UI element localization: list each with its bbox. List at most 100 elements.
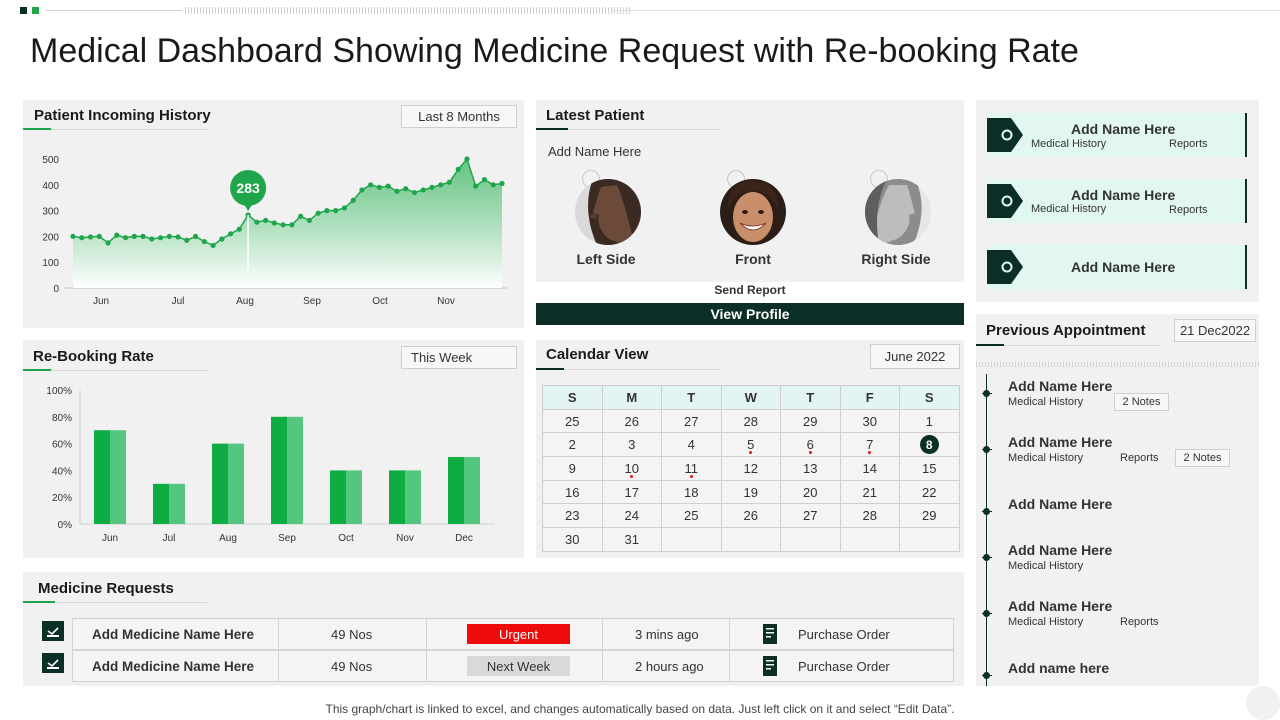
purchase-order-link[interactable]: Purchase Order xyxy=(798,626,890,642)
medical-history-link[interactable]: Medical History xyxy=(1008,396,1084,408)
calendar-day[interactable]: 7 xyxy=(839,432,900,458)
calendar-day[interactable]: 20 xyxy=(780,479,841,505)
send-report-link[interactable]: Send Report xyxy=(714,283,786,297)
patient-card[interactable]: Add Name Here Medical History Reports xyxy=(987,179,1247,223)
data-point xyxy=(280,222,286,228)
right-side-photo[interactable] xyxy=(865,179,931,245)
calendar-day[interactable]: 8 xyxy=(899,432,960,458)
calendar-day[interactable]: 30 xyxy=(542,527,603,552)
calendar-day[interactable]: 21 xyxy=(839,479,900,505)
calendar-day[interactable]: 31 xyxy=(601,527,662,552)
calendar-day[interactable]: 4 xyxy=(661,432,722,458)
calendar-day[interactable]: 29 xyxy=(899,503,960,529)
calendar-day[interactable]: 18 xyxy=(661,479,722,505)
calendar-day[interactable]: 3 xyxy=(601,432,662,458)
calendar-day[interactable]: 22 xyxy=(899,479,960,505)
calendar-day[interactable]: 6 xyxy=(780,432,841,458)
data-point xyxy=(219,236,225,242)
data-point xyxy=(359,187,365,193)
panel-underline xyxy=(23,128,209,130)
calendar-day[interactable]: 23 xyxy=(542,503,603,529)
calendar-day[interactable]: 30 xyxy=(839,408,900,434)
status-badge[interactable]: Next Week xyxy=(467,656,570,676)
corner-decoration xyxy=(1246,686,1280,720)
bar-sep-a[interactable] xyxy=(271,416,287,524)
calendar-day[interactable]: 19 xyxy=(720,479,781,505)
reports-link[interactable]: Reports xyxy=(1169,138,1208,150)
calendar-day[interactable]: 13 xyxy=(780,456,841,481)
bar-oct-b[interactable] xyxy=(346,470,362,524)
bar-nov-b[interactable] xyxy=(405,470,421,524)
calendar-day[interactable]: 2 xyxy=(542,432,603,458)
calendar-day[interactable]: 28 xyxy=(720,408,781,434)
calendar-day[interactable]: 11 xyxy=(661,456,722,481)
medicine-row[interactable]: Add Medicine Name Here 49 Nos Next Week 2 h… xyxy=(72,650,954,682)
reports-link[interactable]: Reports xyxy=(1120,616,1159,628)
bar-dec-a[interactable] xyxy=(448,457,464,524)
calendar-day[interactable]: 10 xyxy=(601,456,662,481)
status-badge[interactable]: Urgent xyxy=(467,624,570,644)
calendar-day[interactable]: 9 xyxy=(542,456,603,481)
calendar-day[interactable]: 24 xyxy=(601,503,662,529)
notes-badge[interactable]: 2 Notes xyxy=(1175,449,1230,467)
month-badge[interactable]: June 2022 xyxy=(870,344,960,369)
bar-jun-a[interactable] xyxy=(94,430,110,524)
purchase-order-link[interactable]: Purchase Order xyxy=(798,658,890,674)
calendar-day[interactable]: 17 xyxy=(601,479,662,505)
bar-sep-b[interactable] xyxy=(287,416,303,524)
data-point xyxy=(298,213,304,219)
today-marker: 8 xyxy=(919,435,939,455)
bar-oct-a[interactable] xyxy=(330,470,346,524)
calendar-day[interactable]: 12 xyxy=(720,456,781,481)
data-point xyxy=(263,217,269,224)
calendar-day[interactable]: 14 xyxy=(839,456,900,481)
medicine-row[interactable]: Add Medicine Name Here 49 Nos Urgent 3 mins… xyxy=(72,618,954,650)
x-tick-label: Jul xyxy=(163,533,176,544)
data-point xyxy=(333,208,339,214)
calendar-day[interactable]: 5 xyxy=(720,432,781,458)
front-photo[interactable] xyxy=(720,179,786,245)
bar-dec-b[interactable] xyxy=(464,457,480,524)
patient-card[interactable]: Add Name Here xyxy=(987,245,1247,289)
patient-card[interactable]: Add Name Here Medical History Reports xyxy=(987,113,1247,157)
calendar-day[interactable]: 16 xyxy=(542,479,603,505)
calendar-day[interactable]: 27 xyxy=(661,408,722,434)
calendar-day[interactable]: 28 xyxy=(839,503,900,529)
medical-history-link[interactable]: Medical History xyxy=(1008,560,1084,572)
bar-nov-a[interactable] xyxy=(389,470,405,524)
data-point xyxy=(227,231,234,237)
x-tick-label: Sep xyxy=(278,533,296,544)
tag-icon xyxy=(987,250,1025,289)
card-accent-bar xyxy=(1245,113,1247,157)
period-badge[interactable]: Last 8 Months xyxy=(401,105,517,128)
week-badge[interactable]: This Week xyxy=(401,346,517,369)
calendar-day[interactable]: 25 xyxy=(661,503,722,529)
calendar-day xyxy=(720,527,781,552)
calendar-day[interactable]: 26 xyxy=(601,408,662,434)
left-side-photo[interactable] xyxy=(575,179,641,245)
medical-history-link[interactable]: Medical History xyxy=(1031,203,1107,215)
bar-jul-b[interactable] xyxy=(169,483,185,524)
bar-jul-a[interactable] xyxy=(153,483,169,524)
calendar-day[interactable]: 1 xyxy=(899,408,960,434)
medical-history-link[interactable]: Medical History xyxy=(1008,452,1084,464)
reports-link[interactable]: Reports xyxy=(1120,452,1159,464)
bar-aug-a[interactable] xyxy=(212,443,228,524)
notes-badge[interactable]: 2 Notes xyxy=(1114,393,1169,411)
y-tick-label: 20% xyxy=(52,493,72,504)
calendar-day[interactable]: 29 xyxy=(780,408,841,434)
calendar-day[interactable]: 15 xyxy=(899,456,960,481)
day-number: 4 xyxy=(687,437,695,453)
view-profile-button[interactable]: View Profile xyxy=(536,303,964,325)
date-badge[interactable]: 21 Dec2022 xyxy=(1174,319,1256,342)
data-point xyxy=(455,166,461,172)
calendar-day[interactable]: 26 xyxy=(720,503,781,529)
calendar-day[interactable]: 27 xyxy=(780,503,841,529)
bar-aug-b[interactable] xyxy=(228,443,244,524)
calendar-day[interactable]: 25 xyxy=(542,408,603,434)
medical-history-link[interactable]: Medical History xyxy=(1008,616,1084,628)
medical-history-link[interactable]: Medical History xyxy=(1031,138,1107,150)
bar-jun-b[interactable] xyxy=(110,430,126,524)
reports-link[interactable]: Reports xyxy=(1169,204,1208,216)
appointment-name: Add Name Here xyxy=(1008,496,1113,512)
